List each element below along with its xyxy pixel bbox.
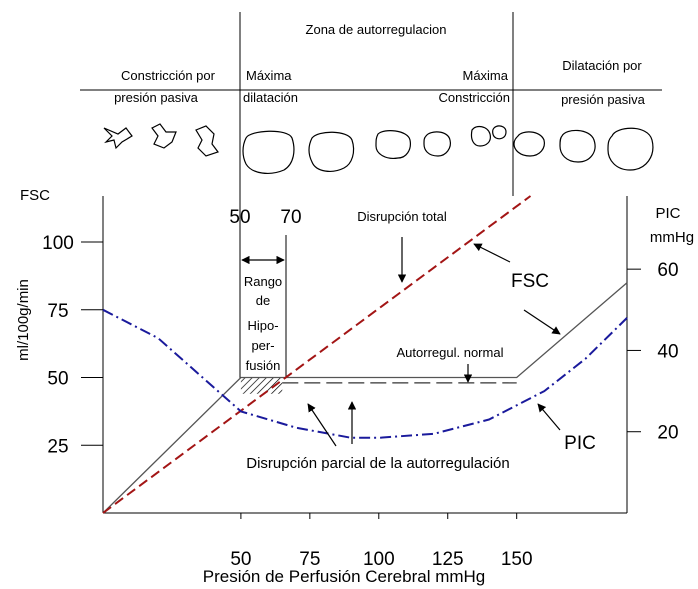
label-fsc-curve: FSC bbox=[511, 271, 549, 292]
hypoperfusion-hatch bbox=[240, 377, 283, 394]
x-tick-label: 125 bbox=[432, 549, 464, 570]
vessel-medium-1 bbox=[375, 130, 411, 159]
tick-marks: 50 75 100 125 150 25 50 75 100 20 40 60 bbox=[42, 233, 678, 570]
vessel-constricted-2 bbox=[492, 125, 507, 140]
y-tick-label: 75 bbox=[47, 301, 68, 322]
left-zone-line2: presión pasiva bbox=[114, 90, 199, 105]
zone-title: Zona de autorregulacion bbox=[306, 22, 447, 37]
vessel-dilated-2 bbox=[308, 131, 355, 172]
vessel-passive-2 bbox=[559, 129, 596, 163]
x-tick-label: 50 bbox=[230, 549, 251, 570]
hatched-region bbox=[240, 377, 283, 394]
label-partial-disruption: Disrupción parcial de la autorregulación bbox=[246, 455, 509, 472]
range-text-5: fusión bbox=[246, 358, 281, 373]
axes bbox=[102, 196, 628, 514]
series-normal-autoregulation bbox=[102, 282, 628, 514]
right-axis-title: PIC bbox=[655, 205, 680, 222]
annotation-arrows bbox=[307, 237, 561, 447]
vessel-medium-2 bbox=[423, 131, 451, 157]
x-axis-title: Presión de Perfusión Cerebral mmHg bbox=[203, 567, 486, 586]
left-axis-unit: ml/100g/min bbox=[15, 279, 32, 361]
x-tick-label: 100 bbox=[363, 549, 395, 570]
label-normal-autoregulation: Autorregul. normal bbox=[397, 345, 504, 360]
top-tick-70: 70 bbox=[280, 207, 301, 228]
range-text-2: de bbox=[256, 293, 270, 308]
vessel-collapsed-2 bbox=[151, 123, 177, 149]
x-tick-label: 150 bbox=[501, 549, 533, 570]
y-tick-label: 100 bbox=[42, 233, 74, 254]
series-total-disruption bbox=[102, 195, 532, 514]
arrow-partial-1 bbox=[307, 403, 337, 447]
arrow-fsc-line bbox=[523, 309, 561, 335]
label-total-disruption: Disrupción total bbox=[357, 209, 447, 224]
left-axis-title: FSC bbox=[20, 187, 50, 204]
series-lines bbox=[102, 195, 628, 514]
range-text-1: Rango bbox=[244, 274, 282, 289]
range-text-3: Hipo- bbox=[247, 318, 278, 333]
vessel-collapsed-3 bbox=[195, 125, 219, 157]
max-constriction-line1: Máxima bbox=[462, 68, 508, 83]
max-dilatation-line1: Máxima bbox=[246, 68, 292, 83]
hypoperfusion-label: Rango de Hipo- per- fusión bbox=[244, 274, 282, 373]
vessel-dilated-1 bbox=[242, 130, 295, 174]
vessel-shapes bbox=[103, 123, 654, 174]
vessel-constricted-1 bbox=[470, 125, 491, 147]
right-zone-line1: Dilatación por bbox=[562, 58, 642, 73]
x-tick-label: 75 bbox=[299, 549, 320, 570]
label-pic-curve: PIC bbox=[564, 433, 596, 454]
max-constriction-line2: Constricción bbox=[438, 90, 510, 105]
top-tick-50: 50 bbox=[229, 207, 250, 228]
y2-tick-label: 60 bbox=[657, 260, 678, 281]
arrow-fsc bbox=[473, 243, 511, 263]
right-axis-unit: mmHg bbox=[650, 229, 694, 246]
y-tick-label: 50 bbox=[47, 369, 68, 390]
left-zone-line1: Constricción por bbox=[121, 68, 216, 83]
vessel-passive-1 bbox=[513, 131, 545, 157]
y-tick-label: 25 bbox=[47, 436, 68, 457]
right-zone-line2: presión pasiva bbox=[561, 92, 646, 107]
y2-tick-label: 20 bbox=[657, 423, 678, 444]
max-dilatation-line2: dilatación bbox=[243, 90, 298, 105]
vessel-passive-3 bbox=[607, 127, 654, 171]
series-pic bbox=[102, 308, 628, 439]
y2-tick-label: 40 bbox=[657, 341, 678, 362]
range-text-4: per- bbox=[251, 338, 274, 353]
arrow-pic bbox=[537, 403, 561, 431]
vessel-collapsed-1 bbox=[103, 127, 133, 150]
